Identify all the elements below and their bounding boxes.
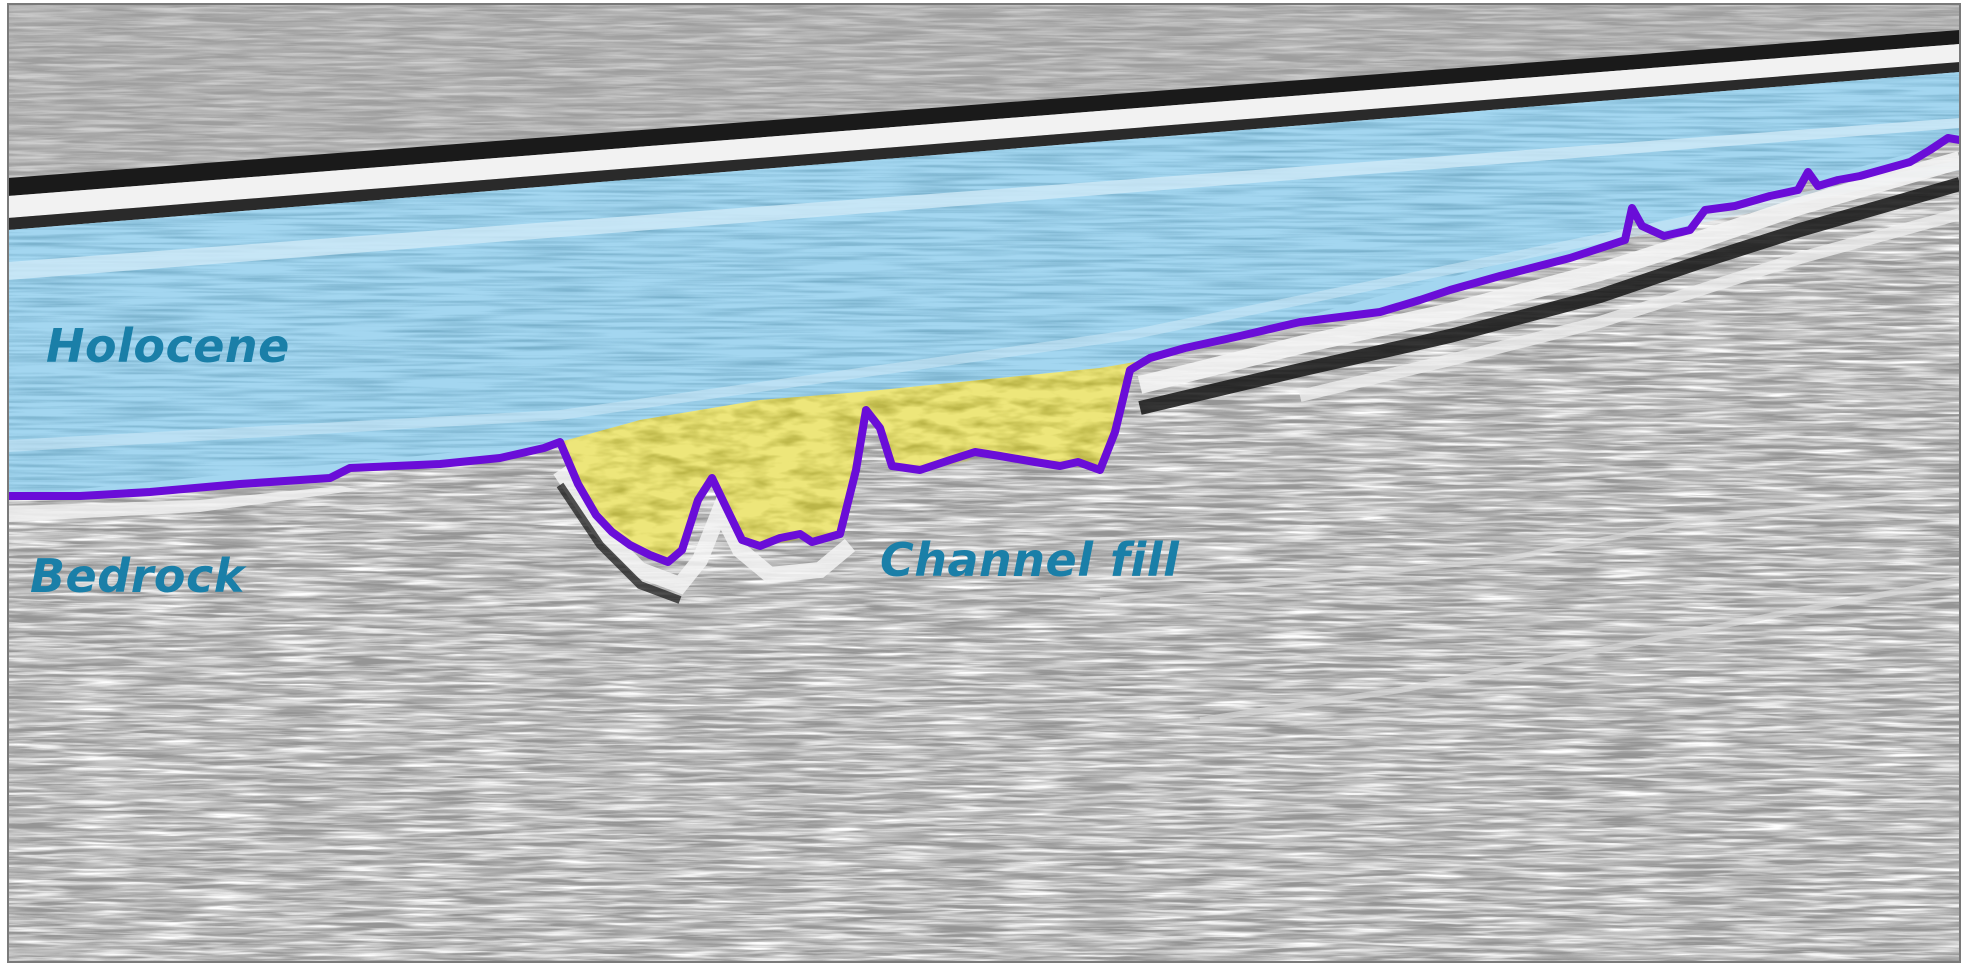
seabed-reflector-dark-2 <box>8 62 1960 230</box>
shelf-reflector-dark <box>1138 177 1960 415</box>
holocene-texture <box>8 72 1960 496</box>
holocene-label: Holocene <box>46 319 290 373</box>
interpreted-horizon <box>8 134 1960 566</box>
deep-reflector-2 <box>1099 487 1960 603</box>
seabed-reflector-dark <box>8 30 1960 196</box>
channel-fill-label: Channel fill <box>880 533 1180 587</box>
channel-base-reflector-dark <box>556 482 682 604</box>
bedrock-reflector-white <box>8 486 360 522</box>
holocene-light-band <box>8 118 1960 280</box>
deep-reflector <box>1199 577 1960 723</box>
figure-frame <box>7 3 1961 963</box>
seabed-reflector-white <box>8 44 1960 218</box>
channel-base-reflector <box>553 465 856 595</box>
bedrock-label: Bedrock <box>30 549 247 603</box>
shelf-reflector-white <box>1137 151 1960 394</box>
channel-fill-texture <box>560 362 1135 562</box>
shelf-reflector-white-2 <box>1298 208 1960 402</box>
